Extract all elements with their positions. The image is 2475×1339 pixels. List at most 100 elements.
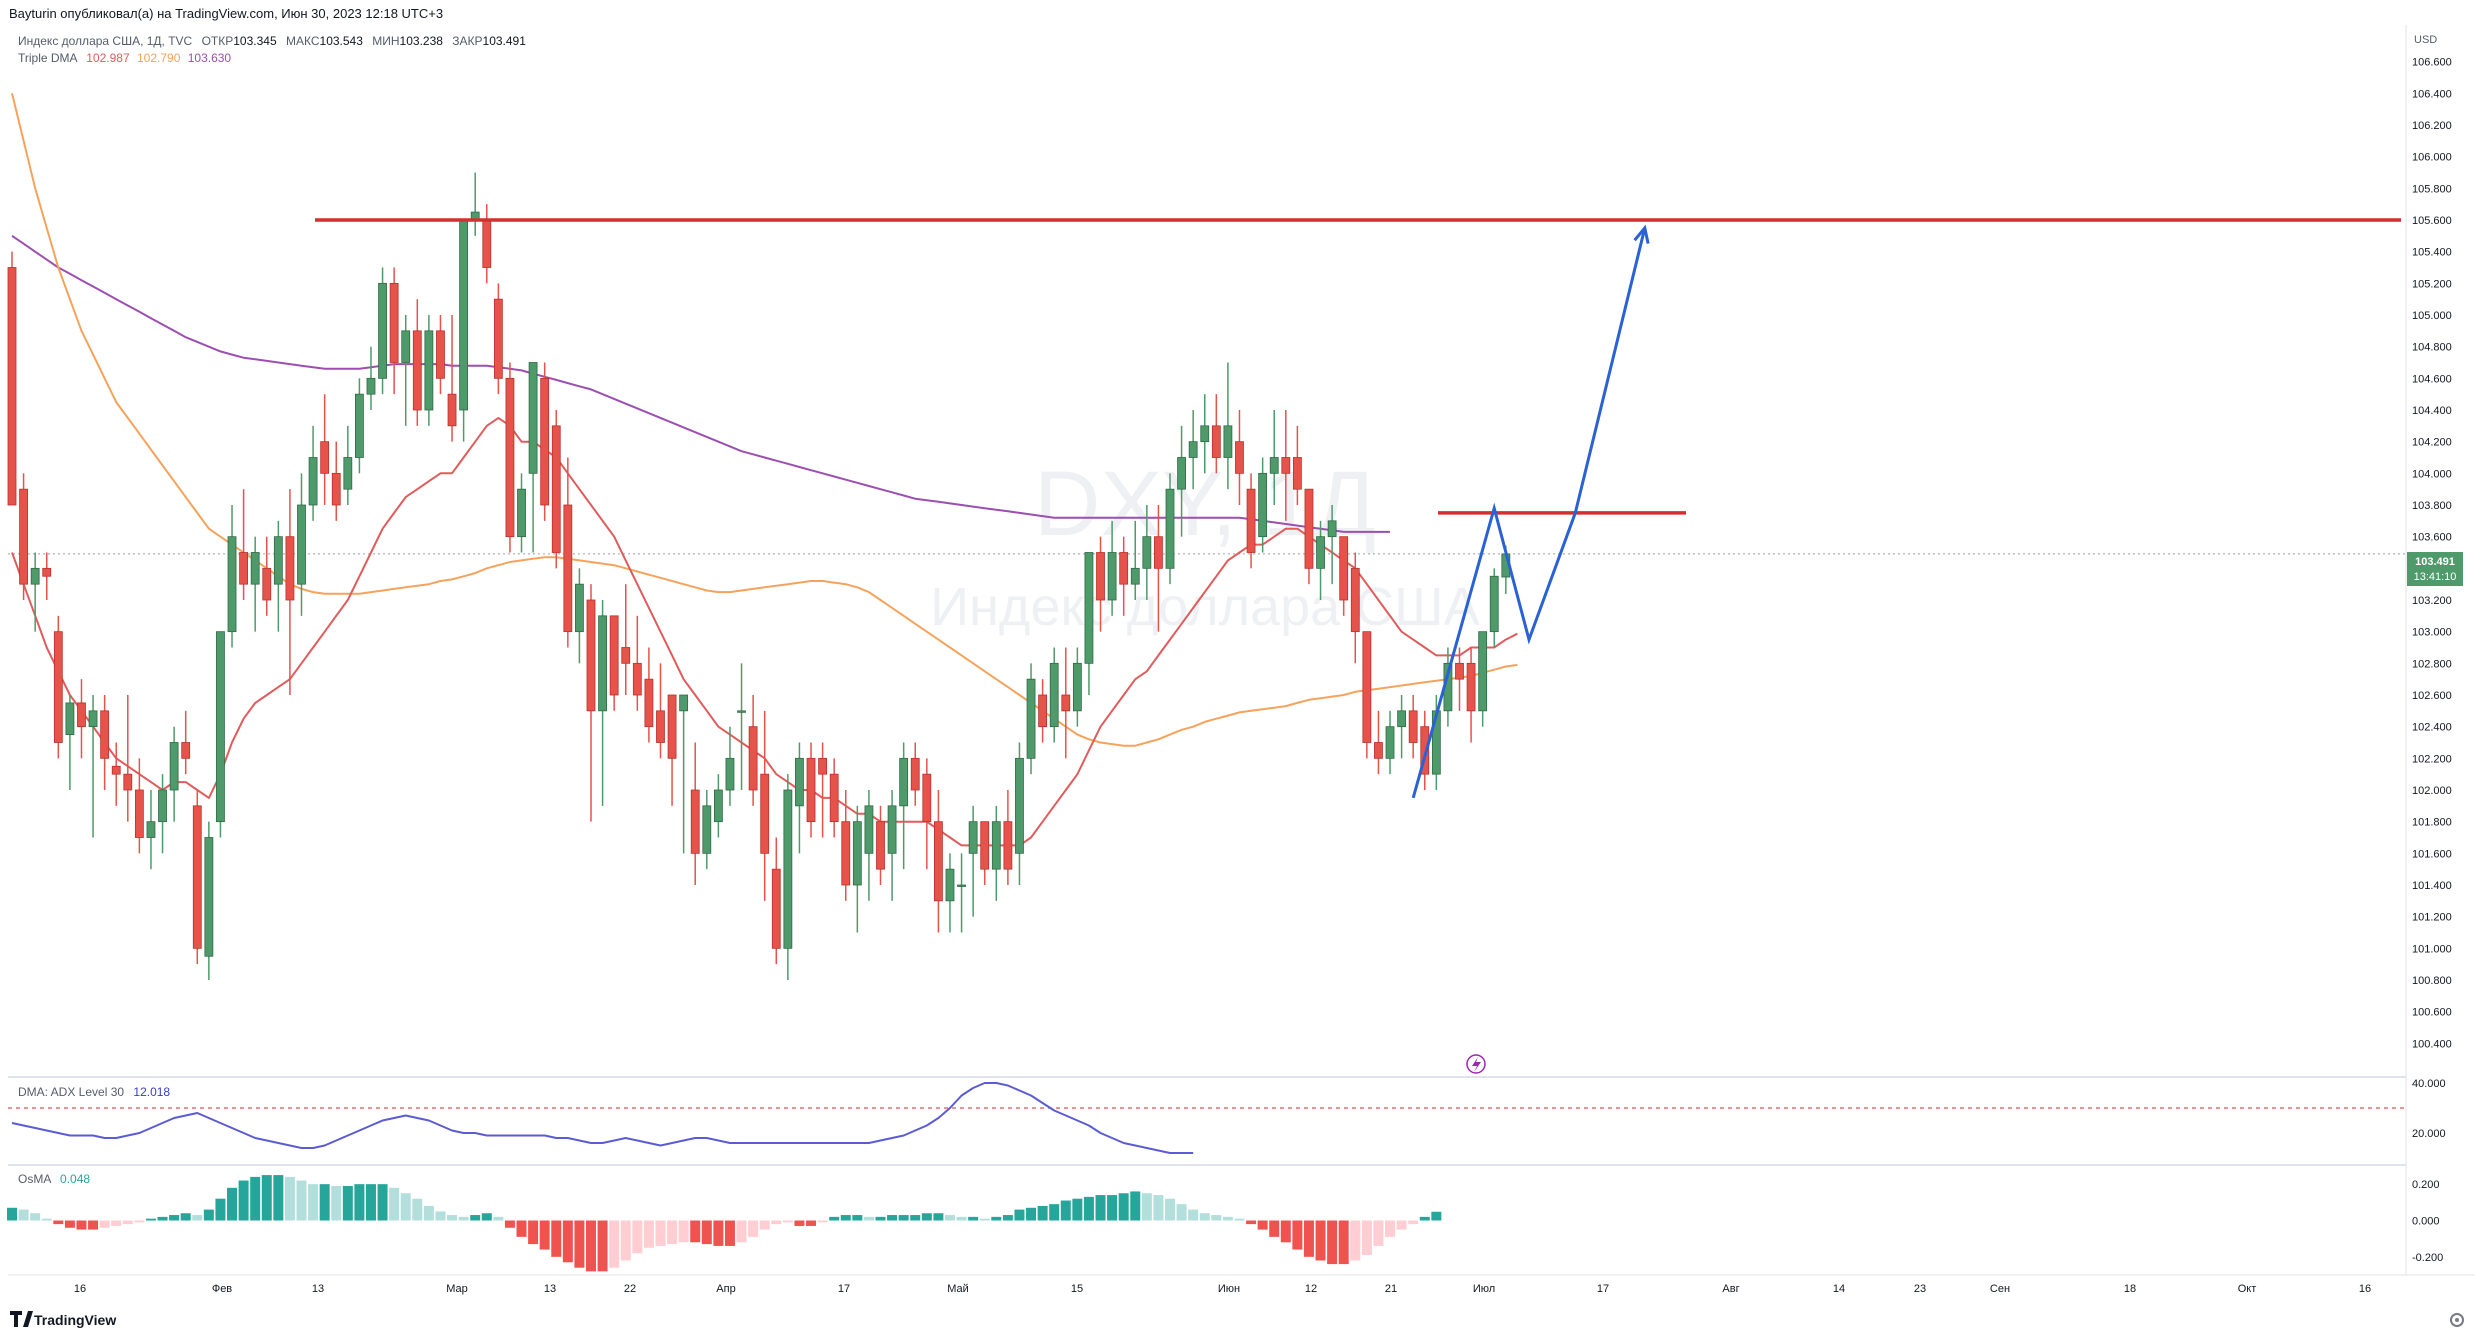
candle-body (1038, 694, 1048, 728)
candle-body (1015, 757, 1024, 854)
time-tick-label: 13 (312, 1283, 324, 1295)
tdma-value-slow: 103.630 (187, 51, 232, 65)
osma-bar (1408, 1220, 1419, 1225)
osma-bar (145, 1218, 156, 1221)
time-tick-label: Апр (716, 1283, 735, 1295)
candle-body (1142, 536, 1152, 569)
osma-bar (504, 1220, 515, 1228)
osma-bar (331, 1185, 342, 1221)
osma-bar (1280, 1220, 1291, 1243)
legend-main[interactable]: Индекс доллара США, 1Д, TVC ОТКР103.345 … (18, 34, 526, 48)
price-tick-label: 102.200 (2412, 753, 2452, 765)
dma-slow-line (11, 234, 1390, 533)
osma-bar (169, 1215, 180, 1221)
osma-bar (1234, 1218, 1245, 1221)
osma-bar (18, 1209, 29, 1221)
osma-bar (470, 1215, 481, 1221)
settings-gear-icon[interactable] (2450, 1313, 2464, 1327)
candle-body (771, 868, 781, 949)
candle-body (1072, 662, 1082, 712)
legend-adx[interactable]: DMA: ADX Level 30 12.018 (18, 1085, 170, 1099)
osma-bar (227, 1187, 238, 1221)
candle-body (991, 821, 1001, 870)
candle-body (598, 615, 607, 712)
osma-bar (400, 1193, 411, 1221)
osma-bar (898, 1215, 909, 1221)
last-price-badge: 103.491 13:41:10 (2407, 552, 2463, 586)
osma-bar (817, 1220, 828, 1223)
osma-bar (1014, 1209, 1025, 1221)
osma-bar (1350, 1220, 1361, 1261)
candle-body (1374, 742, 1383, 759)
candle-body (841, 821, 851, 886)
price-axis[interactable]: 106.600 106.400 106.200 106.000 105.800 105.6… (2412, 57, 2452, 1264)
osma-bar (609, 1220, 620, 1268)
osma-bar (7, 1207, 17, 1221)
badge-background (2407, 552, 2463, 586)
osma-bar (1361, 1220, 1372, 1256)
candle-body (725, 757, 735, 791)
candle-body (424, 330, 434, 411)
price-tick-label: 103.000 (2412, 627, 2452, 639)
candle-body (482, 219, 492, 268)
osma-bar (261, 1175, 272, 1221)
price-tick-label: 100.800 (2412, 975, 2452, 987)
candle-body (1003, 821, 1013, 870)
candle-body (42, 567, 52, 577)
osma-bar (1060, 1200, 1071, 1221)
osma-bar (1176, 1204, 1187, 1221)
osma-bar (354, 1184, 365, 1221)
osma-bar (1338, 1220, 1349, 1265)
candle-body (412, 330, 422, 411)
osma-pane (7, 1175, 1442, 1272)
candle-body (586, 599, 596, 712)
adx-tick-label: 20.000 (2412, 1128, 2446, 1140)
low-value: 103.238 (399, 34, 443, 48)
candle-body (53, 631, 63, 743)
low-label: МИН (372, 34, 400, 48)
candle-body (343, 457, 353, 490)
osma-bar (1002, 1215, 1013, 1221)
price-tick-label: 106.000 (2412, 152, 2452, 164)
osma-bar (1315, 1220, 1326, 1261)
osma-tick-label: 0.000 (2412, 1216, 2440, 1228)
time-tick-label: 18 (2124, 1283, 2136, 1295)
candle-body (540, 377, 550, 506)
osma-bar (1396, 1220, 1407, 1230)
time-tick-label: Окт (2238, 1283, 2257, 1295)
time-tick-label: 17 (1597, 1283, 1609, 1295)
close-value: 103.491 (482, 34, 526, 48)
osma-bar (64, 1220, 75, 1228)
candle-body (65, 702, 75, 735)
osma-bar (574, 1220, 585, 1268)
flash-icon[interactable] (1466, 1054, 1486, 1074)
osma-value: 0.048 (60, 1172, 91, 1186)
osma-bar (273, 1175, 284, 1221)
projection-path (1411, 227, 1647, 799)
osma-bar (1153, 1195, 1164, 1221)
candle-body (77, 702, 86, 728)
drawing-annotations[interactable] (315, 218, 2401, 799)
candle-body (1489, 575, 1499, 633)
osma-bar (308, 1184, 319, 1221)
osma-bar (516, 1220, 527, 1237)
osma-bar (157, 1216, 168, 1221)
legend-osma[interactable]: OsMA 0.048 (18, 1172, 90, 1186)
osma-bar (933, 1213, 944, 1221)
time-axis[interactable]: 16 Фев 13 Мар 13 22 Апр 17 Май 15 Июн 12 21 Июл 17 Авг 1… (74, 1283, 2371, 1295)
osma-bar (690, 1220, 701, 1243)
pane-separators[interactable] (8, 25, 2475, 1276)
legend-tdma[interactable]: Triple DMA 102.987 102.790 103.630 (18, 51, 231, 65)
candle-body (181, 742, 191, 759)
osma-bar (111, 1220, 122, 1226)
candle-body (1246, 488, 1256, 553)
candle-body (1130, 567, 1140, 585)
candle-body (980, 821, 990, 870)
osma-bar (1199, 1213, 1210, 1221)
candle-body (679, 694, 689, 712)
price-tick-label: 102.000 (2412, 785, 2452, 797)
candle-body (285, 536, 295, 601)
candle-body (945, 868, 955, 902)
candle-body (297, 504, 306, 585)
